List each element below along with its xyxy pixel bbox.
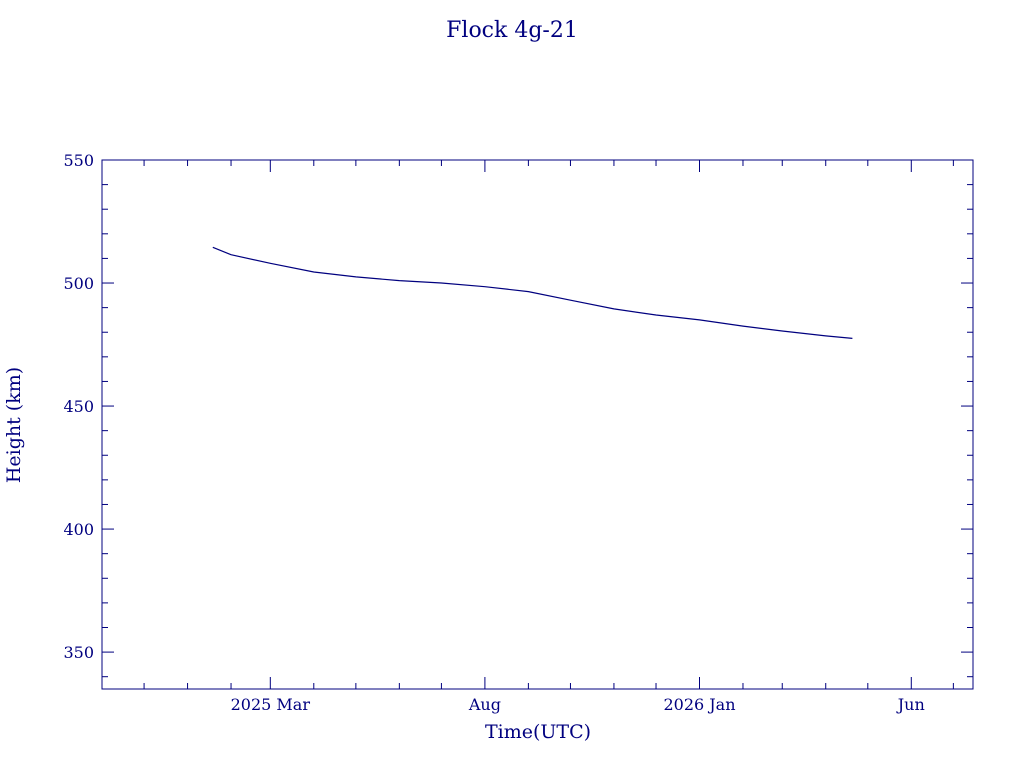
x-tick-label: 2026 Jan xyxy=(663,695,735,714)
tick-labels: 350 400 450 500 550 2025 Mar Aug 2026 Jan Jun xyxy=(63,151,924,714)
y-tick-label: 550 xyxy=(63,151,94,170)
x-tick-label: Jun xyxy=(896,695,925,714)
y-tick-label: 400 xyxy=(63,520,94,539)
chart-title: Flock 4g-21 xyxy=(446,18,578,43)
x-tick-label: 2025 Mar xyxy=(231,695,311,714)
axis-ticks xyxy=(102,159,973,689)
y-tick-label: 500 xyxy=(63,274,94,293)
y-tick-label: 450 xyxy=(63,397,94,416)
x-axis-label: Time(UTC) xyxy=(485,721,591,743)
x-tick-label: Aug xyxy=(468,695,501,714)
y-axis-label: Height (km) xyxy=(3,367,25,483)
plot-frame xyxy=(101,159,974,690)
y-tick-label: 350 xyxy=(63,643,94,662)
series-line xyxy=(212,246,853,339)
